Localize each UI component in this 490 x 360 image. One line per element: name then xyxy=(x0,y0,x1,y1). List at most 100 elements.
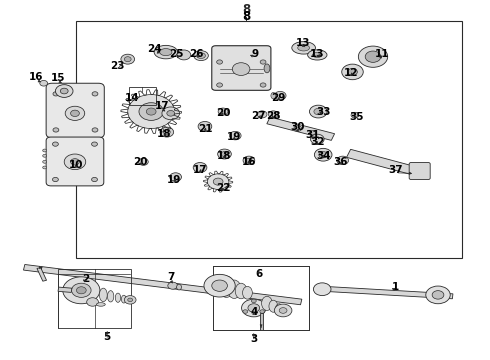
Circle shape xyxy=(162,107,179,120)
Text: 4: 4 xyxy=(250,306,257,316)
Circle shape xyxy=(52,142,58,146)
Circle shape xyxy=(52,177,58,182)
Ellipse shape xyxy=(308,50,327,60)
Text: 16: 16 xyxy=(242,157,256,167)
Circle shape xyxy=(43,161,47,163)
Ellipse shape xyxy=(219,276,234,297)
Text: 16: 16 xyxy=(29,72,44,82)
Ellipse shape xyxy=(292,42,316,54)
Circle shape xyxy=(217,60,222,64)
Circle shape xyxy=(204,274,235,297)
Circle shape xyxy=(64,154,86,170)
Text: 28: 28 xyxy=(266,111,281,121)
Circle shape xyxy=(260,60,266,64)
Text: 7: 7 xyxy=(167,272,174,282)
Bar xyxy=(76,21,463,258)
Circle shape xyxy=(337,156,348,165)
Text: 9: 9 xyxy=(251,49,258,59)
Text: 26: 26 xyxy=(189,49,203,59)
Circle shape xyxy=(347,68,357,76)
Circle shape xyxy=(314,283,331,296)
Circle shape xyxy=(365,51,381,62)
Ellipse shape xyxy=(122,295,126,303)
Circle shape xyxy=(198,121,212,131)
Ellipse shape xyxy=(264,64,270,73)
Text: 6: 6 xyxy=(255,269,262,279)
Circle shape xyxy=(342,64,363,80)
Circle shape xyxy=(167,111,174,116)
FancyBboxPatch shape xyxy=(46,83,104,138)
Ellipse shape xyxy=(313,52,322,58)
Circle shape xyxy=(243,156,255,165)
Circle shape xyxy=(314,108,323,115)
Ellipse shape xyxy=(235,283,247,299)
Circle shape xyxy=(310,131,316,135)
Ellipse shape xyxy=(271,93,276,99)
Text: 34: 34 xyxy=(316,151,330,161)
Circle shape xyxy=(65,106,85,120)
Circle shape xyxy=(43,166,47,169)
Circle shape xyxy=(257,111,267,118)
Text: 20: 20 xyxy=(216,108,230,118)
Circle shape xyxy=(92,177,98,182)
Circle shape xyxy=(128,298,133,302)
Text: 32: 32 xyxy=(310,137,324,147)
Text: 8: 8 xyxy=(242,10,250,23)
Ellipse shape xyxy=(194,51,208,60)
Text: 25: 25 xyxy=(170,49,184,59)
Circle shape xyxy=(207,174,229,189)
Circle shape xyxy=(160,127,173,137)
Ellipse shape xyxy=(269,300,278,312)
Ellipse shape xyxy=(275,304,283,314)
Circle shape xyxy=(232,63,250,76)
Text: 30: 30 xyxy=(291,122,305,132)
Circle shape xyxy=(139,158,148,165)
Circle shape xyxy=(213,178,223,185)
Ellipse shape xyxy=(107,291,114,302)
Ellipse shape xyxy=(160,49,172,56)
Text: 10: 10 xyxy=(69,160,84,170)
Circle shape xyxy=(128,95,174,129)
Polygon shape xyxy=(58,287,72,292)
Circle shape xyxy=(124,296,136,304)
Circle shape xyxy=(43,149,47,152)
Circle shape xyxy=(163,130,170,135)
Circle shape xyxy=(315,148,332,161)
FancyBboxPatch shape xyxy=(212,46,271,90)
Circle shape xyxy=(53,128,59,132)
Ellipse shape xyxy=(243,287,252,299)
Text: 24: 24 xyxy=(147,44,162,54)
Text: 35: 35 xyxy=(349,112,364,122)
Circle shape xyxy=(217,83,222,87)
Polygon shape xyxy=(37,267,47,281)
Ellipse shape xyxy=(99,288,107,302)
Circle shape xyxy=(269,111,278,118)
Ellipse shape xyxy=(227,280,241,298)
Text: 17: 17 xyxy=(155,101,169,111)
Bar xyxy=(213,266,309,330)
Text: 23: 23 xyxy=(110,61,124,71)
Circle shape xyxy=(311,134,324,144)
Text: 8: 8 xyxy=(242,3,250,16)
Text: 13: 13 xyxy=(310,49,324,59)
Text: 19: 19 xyxy=(227,132,242,142)
Circle shape xyxy=(124,57,131,62)
Ellipse shape xyxy=(176,284,181,290)
Ellipse shape xyxy=(154,45,177,59)
Ellipse shape xyxy=(298,45,310,51)
Circle shape xyxy=(92,142,98,146)
Text: 27: 27 xyxy=(251,111,266,121)
Circle shape xyxy=(242,299,266,317)
Text: 29: 29 xyxy=(271,93,285,103)
Text: 14: 14 xyxy=(124,93,139,103)
Circle shape xyxy=(72,283,91,297)
Circle shape xyxy=(358,46,388,67)
Bar xyxy=(129,87,156,105)
Circle shape xyxy=(193,162,207,172)
Text: 31: 31 xyxy=(305,130,319,140)
Text: 3: 3 xyxy=(250,334,257,344)
Ellipse shape xyxy=(115,293,121,302)
Text: 33: 33 xyxy=(316,107,330,117)
Text: 18: 18 xyxy=(217,151,232,161)
Circle shape xyxy=(40,80,48,86)
